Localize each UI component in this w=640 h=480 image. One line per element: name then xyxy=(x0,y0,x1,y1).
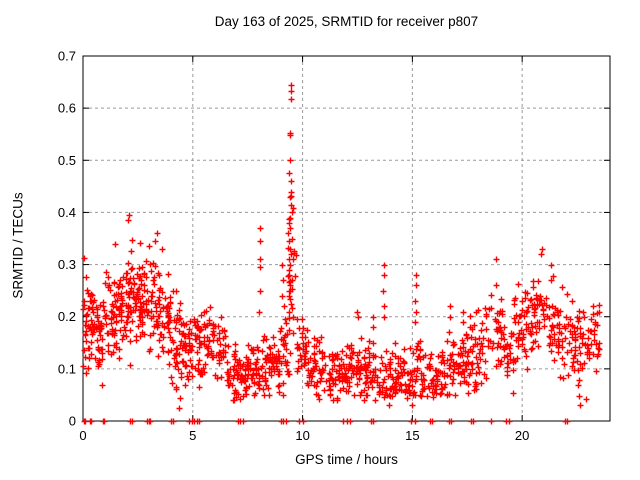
y-tick-label: 0.4 xyxy=(58,205,76,220)
x-tick-label: 10 xyxy=(295,428,309,443)
y-tick-label: 0.5 xyxy=(58,153,76,168)
y-tick-label: 0.7 xyxy=(58,49,76,64)
chart-title: Day 163 of 2025, SRMTID for receiver p80… xyxy=(214,14,479,29)
y-tick-label: 0.3 xyxy=(58,257,76,272)
y-tick-label: 0.2 xyxy=(58,309,76,324)
x-tick-label: 0 xyxy=(79,428,86,443)
y-tick-label: 0 xyxy=(69,414,76,429)
y-tick-label: 0.6 xyxy=(58,101,76,116)
x-tick-label: 15 xyxy=(405,428,419,443)
y-tick-label: 0.1 xyxy=(58,361,76,376)
x-axis-label: GPS time / hours xyxy=(295,452,398,467)
y-axis-label: SRMTID / TECUs xyxy=(10,192,26,299)
x-tick-label: 5 xyxy=(189,428,196,443)
scatter-points xyxy=(80,82,603,425)
x-tick-label: 20 xyxy=(515,428,529,443)
